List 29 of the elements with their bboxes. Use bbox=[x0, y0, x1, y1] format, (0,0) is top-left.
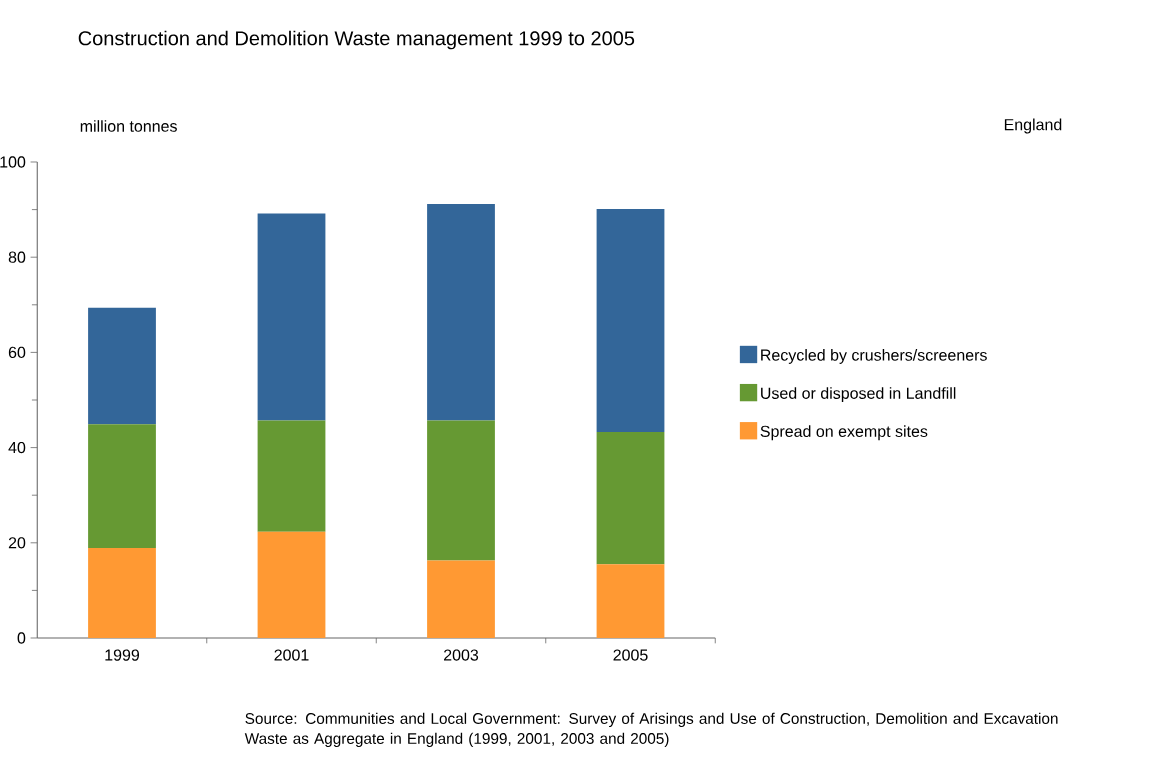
bar bbox=[596, 209, 665, 432]
bar bbox=[596, 564, 665, 638]
x-tick-label: 2003 bbox=[444, 649, 479, 661]
bar bbox=[88, 424, 156, 549]
text: England bbox=[1004, 118, 1062, 134]
y-tick-label: 60 bbox=[8, 346, 26, 359]
bar bbox=[596, 431, 665, 565]
bar bbox=[257, 531, 326, 638]
y-tick-label: 40 bbox=[8, 441, 26, 454]
y-tick-label: 80 bbox=[8, 251, 26, 263]
legend-label: Used or disposed in Landfill bbox=[761, 387, 956, 403]
bar bbox=[427, 203, 495, 421]
y-tick-label: 100 bbox=[0, 156, 26, 168]
chart-title: Construction and Demolition Waste management 1999 to 2005 bbox=[78, 30, 635, 50]
source-note: Source: Communities and Local Government: Survey of Arisings and Use of Construction, Demolition and Excavation Waste as Aggregate in England (1999, 2001, 2003 and 2005) bbox=[244, 712, 1058, 747]
legend-label: Recycled by crushers/screeners bbox=[761, 349, 987, 364]
y-tick-label: 20 bbox=[8, 537, 26, 549]
x-tick-label: 2005 bbox=[613, 649, 648, 661]
y-tick-label: 0 bbox=[17, 632, 26, 644]
bar bbox=[88, 307, 156, 425]
bar bbox=[88, 548, 156, 638]
bar bbox=[427, 560, 495, 638]
x-tick-label: 1999 bbox=[105, 649, 140, 661]
legend-label: Spread on exempt sites bbox=[760, 425, 928, 441]
bar bbox=[257, 420, 326, 532]
y-axis-title: million tonnes bbox=[80, 120, 177, 132]
x-tick-label: 2001 bbox=[274, 649, 309, 661]
bar bbox=[257, 213, 326, 421]
bar bbox=[427, 420, 495, 561]
